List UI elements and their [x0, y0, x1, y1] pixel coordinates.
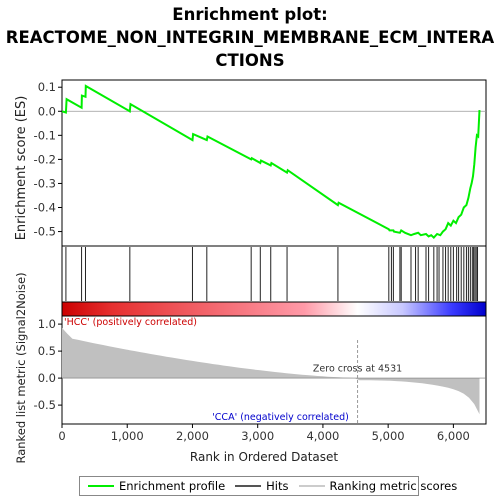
- xtick-label: 2,000: [176, 429, 209, 443]
- metric-ytick-label: 0.0: [38, 371, 56, 385]
- rank-color-bar: [61, 301, 487, 317]
- legend-item-enrichment-profile: Enrichment profile: [88, 479, 225, 493]
- enrichment-profile-line: [61, 84, 481, 240]
- hits-panel: [61, 245, 487, 303]
- legend-label-enrichment: Enrichment profile: [119, 479, 226, 493]
- rank-bar: [61, 301, 487, 317]
- metric-ytick-label: -0.5: [34, 398, 56, 412]
- es-ytick-label: 0.1: [38, 80, 56, 94]
- legend-label-ranking: Ranking metric scores: [329, 479, 458, 493]
- title-line-3: CTIONS: [215, 51, 285, 70]
- legend-item-hits: Hits: [235, 479, 289, 493]
- xtick-label: 6,000: [437, 429, 470, 443]
- xtick-label: 4,000: [306, 429, 339, 443]
- es-y-axis-label: Enrichment score (ES): [14, 96, 29, 241]
- negative-correlation-label: 'CCA' (negatively correlated): [212, 412, 349, 423]
- legend: Enrichment profile Hits Ranking metric s…: [79, 476, 457, 496]
- es-frame: [61, 79, 487, 247]
- legend-label-hits: Hits: [266, 479, 289, 493]
- xtick-label: 1,000: [111, 429, 144, 443]
- legend-item-ranking-metric: Ranking metric scores: [298, 479, 458, 493]
- enrichment-chart: -0.5 -0.4 -0.3 -0.2 -0.1 0.0 0.1 -0.5 0.0 0.5 1.0…: [14, 79, 487, 464]
- xtick-label: 3,000: [241, 429, 274, 443]
- es-ytick-label: -0.5: [34, 225, 56, 239]
- metric-panel: -0.5 0.0 0.5 1.0 Zero cross at 4531 'HCC' (po…: [34, 315, 487, 425]
- es-panel: -0.5 -0.4 -0.3 -0.2 -0.1 0.0 0.1: [34, 79, 487, 247]
- xtick-label: 5,000: [372, 429, 405, 443]
- metric-ytick-label: 0.5: [38, 344, 56, 358]
- es-ytick-label: -0.3: [34, 176, 56, 190]
- positive-correlation-label: 'HCC' (positively correlated): [64, 317, 197, 328]
- xtick-label: 0: [58, 429, 65, 443]
- x-axis-label: Rank in Ordered Dataset: [190, 450, 338, 464]
- es-ytick-label: 0.0: [38, 104, 56, 118]
- legend-swatch-enrichment: [88, 485, 114, 487]
- metric-ytick-label: 1.0: [38, 317, 56, 331]
- x-axis: 0 1,000 2,000 3,000 4,000 5,000 6,000: [58, 424, 470, 443]
- metric-area: [62, 327, 480, 415]
- hits-frame: [61, 245, 487, 303]
- legend-swatch-ranking: [298, 485, 325, 487]
- es-ytick-label: -0.4: [34, 201, 56, 215]
- metric-y-axis-label: Ranked list metric (Signal2Noise): [14, 272, 28, 463]
- zero-cross-label: Zero cross at 4531: [313, 364, 402, 375]
- title-line-1: Enrichment plot:: [172, 5, 328, 24]
- title-line-2: REACTOME_NON_INTEGRIN_MEMBRANE_ECM_INTER…: [5, 28, 495, 47]
- legend-swatch-hits: [235, 485, 262, 487]
- es-ytick-label: -0.1: [34, 128, 56, 142]
- es-ytick-label: -0.2: [34, 152, 56, 166]
- chart-title: Enrichment plot: REACTOME_NON_INTEGRIN_M…: [0, 3, 500, 72]
